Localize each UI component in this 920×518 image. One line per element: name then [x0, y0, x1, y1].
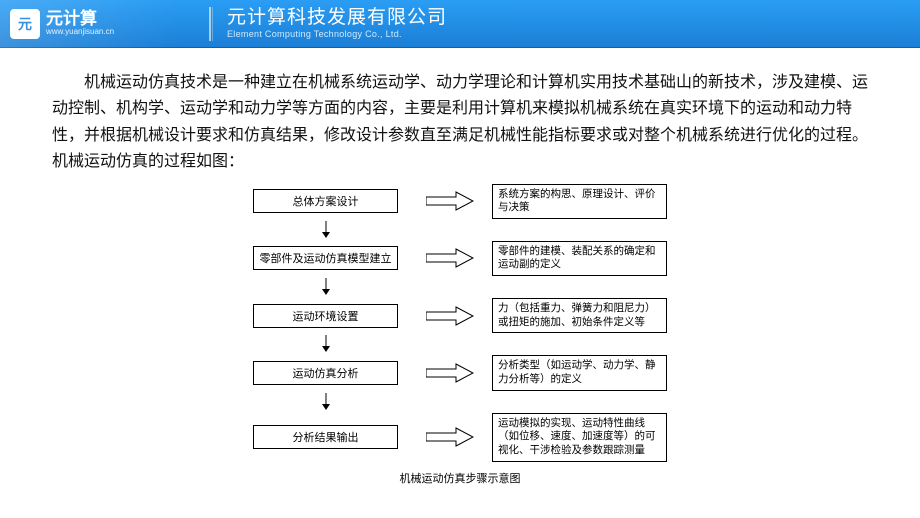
down-connector-0 — [253, 219, 667, 241]
desc-box-1: 零部件的建模、装配关系的确定和运动副的定义 — [492, 241, 667, 276]
step-box-4: 分析结果输出 — [253, 425, 398, 449]
flowchart: 总体方案设计 系统方案的构思、原理设计、评价与决策 零部件及运动仿真模型建立 零… — [52, 184, 868, 486]
step-box-3: 运动仿真分析 — [253, 361, 398, 385]
company-cn: 元计算科技发展有限公司 — [227, 8, 447, 29]
header-bar: 元 元计算 www.yuanjisuan.cn 元计算科技发展有限公司 Elem… — [0, 0, 920, 48]
logo-cn: 元计算 — [46, 10, 114, 27]
step-box-0: 总体方案设计 — [253, 189, 398, 213]
right-arrow-icon — [426, 362, 474, 384]
content-area: 机械运动仿真技术是一种建立在机械系统运动学、动力学理论和计算机实用技术基础山的新… — [0, 48, 920, 496]
logo-block: 元 元计算 www.yuanjisuan.cn — [0, 9, 195, 39]
down-connector-2 — [253, 333, 667, 355]
desc-box-4: 运动模拟的实现、运动特性曲线（如位移、速度、加速度等）的可视化、干涉检验及参数跟… — [492, 413, 667, 462]
desc-box-3: 分析类型（如运动学、动力学、静力分析等）的定义 — [492, 355, 667, 390]
logo-icon: 元 — [10, 9, 40, 39]
company-name: 元计算科技发展有限公司 Element Computing Technology… — [227, 8, 447, 40]
desc-box-0: 系统方案的构思、原理设计、评价与决策 — [492, 184, 667, 219]
down-arrow-icon — [253, 278, 398, 296]
right-arrow-icon — [426, 426, 474, 448]
down-connector-1 — [253, 276, 667, 298]
flow-row-2: 运动环境设置 力（包括重力、弹簧力和阻尼力）或扭矩的施加、初始条件定义等 — [253, 298, 667, 333]
flowchart-caption: 机械运动仿真步骤示意图 — [400, 470, 521, 486]
flow-row-0: 总体方案设计 系统方案的构思、原理设计、评价与决策 — [253, 184, 667, 219]
company-en: Element Computing Technology Co., Ltd. — [227, 29, 447, 40]
logo-url: www.yuanjisuan.cn — [46, 27, 114, 37]
flow-row-1: 零部件及运动仿真模型建立 零部件的建模、装配关系的确定和运动副的定义 — [253, 241, 667, 276]
flow-row-3: 运动仿真分析 分析类型（如运动学、动力学、静力分析等）的定义 — [253, 355, 667, 390]
right-arrow-icon — [426, 305, 474, 327]
right-arrow-icon — [426, 247, 474, 269]
header-separator — [209, 7, 213, 41]
right-arrow-icon — [426, 190, 474, 212]
flow-row-4: 分析结果输出 运动模拟的实现、运动特性曲线（如位移、速度、加速度等）的可视化、干… — [253, 413, 667, 462]
down-connector-3 — [253, 391, 667, 413]
down-arrow-icon — [253, 335, 398, 353]
down-arrow-icon — [253, 393, 398, 411]
down-arrow-icon — [253, 221, 398, 239]
step-box-2: 运动环境设置 — [253, 304, 398, 328]
intro-paragraph: 机械运动仿真技术是一种建立在机械系统运动学、动力学理论和计算机实用技术基础山的新… — [52, 70, 868, 176]
logo-text: 元计算 www.yuanjisuan.cn — [46, 10, 114, 37]
step-box-1: 零部件及运动仿真模型建立 — [253, 246, 398, 270]
desc-box-2: 力（包括重力、弹簧力和阻尼力）或扭矩的施加、初始条件定义等 — [492, 298, 667, 333]
